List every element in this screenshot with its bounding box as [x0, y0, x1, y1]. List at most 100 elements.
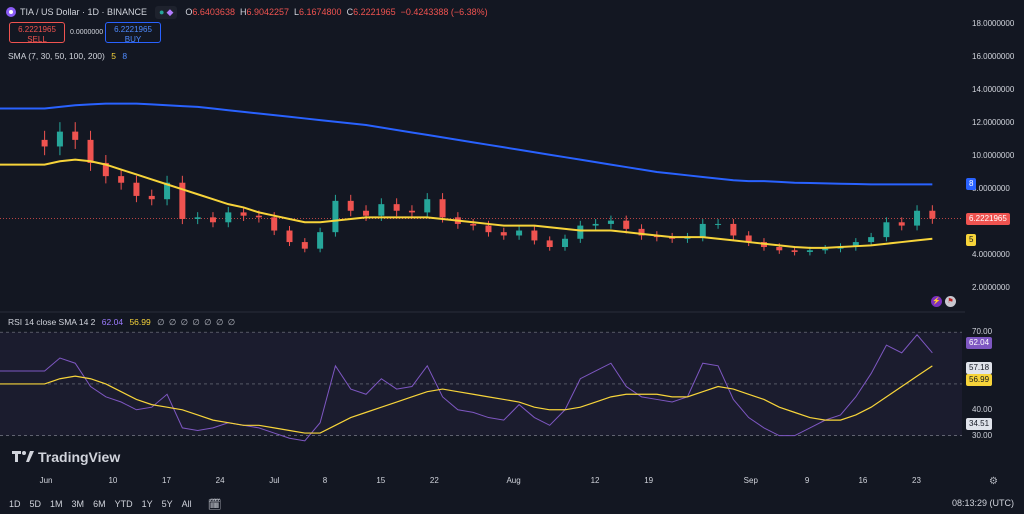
sma-blue-tag: 8: [966, 178, 977, 191]
candle-body[interactable]: [56, 131, 63, 147]
rsi-legend-extra: ∅ ∅ ∅ ∅ ∅ ∅ ∅: [157, 317, 237, 327]
candle-body[interactable]: [133, 182, 140, 196]
timeframe-3m[interactable]: 3M: [71, 499, 85, 509]
clock[interactable]: 08:13:29 (UTC): [951, 498, 1014, 508]
candle-body[interactable]: [898, 222, 905, 226]
candle-body[interactable]: [148, 195, 155, 200]
timeframe-5y[interactable]: 5Y: [161, 499, 173, 509]
sell-button[interactable]: 6.2221965 SELL: [9, 22, 65, 44]
candle-body[interactable]: [255, 215, 262, 218]
candle-body[interactable]: [806, 250, 813, 252]
price-axis-label: 8.0000000: [972, 184, 1010, 194]
candle-body[interactable]: [852, 242, 859, 248]
tradingview-logo-text: TradingView: [38, 449, 121, 465]
settings-gear-icon[interactable]: ⚙: [989, 476, 998, 487]
timeframe-1m[interactable]: 1M: [50, 499, 63, 509]
price-axis-label: 10.0000000: [972, 151, 1015, 161]
symbol-title[interactable]: TIA / US Dollar · 1D · BINANCE: [20, 7, 148, 17]
candle-body[interactable]: [531, 230, 538, 241]
candle-body[interactable]: [393, 204, 400, 211]
candle-body[interactable]: [730, 223, 737, 236]
candle-body[interactable]: [638, 228, 645, 236]
rsi-axis-label: 40.00: [972, 404, 993, 414]
candle-body[interactable]: [929, 210, 936, 219]
candle-body[interactable]: [378, 204, 385, 216]
candle-body[interactable]: [87, 139, 94, 163]
timeframe-6m[interactable]: 6M: [93, 499, 106, 509]
timeframe-ytd[interactable]: YTD: [114, 499, 133, 509]
candle-body[interactable]: [424, 199, 431, 213]
candle-body[interactable]: [914, 210, 921, 226]
timeframe-all[interactable]: All: [181, 499, 192, 509]
candle-body[interactable]: [776, 247, 783, 251]
candle-body[interactable]: [868, 237, 875, 243]
candle-body[interactable]: [577, 225, 584, 239]
candle-body[interactable]: [72, 131, 79, 140]
candle-body[interactable]: [715, 223, 722, 225]
candle-body[interactable]: [883, 222, 890, 238]
candle-body[interactable]: [699, 223, 706, 238]
symbol-logo-icon: [6, 7, 16, 17]
candle-body[interactable]: [332, 200, 339, 233]
candle-body[interactable]: [408, 210, 415, 213]
sma-line-5[interactable]: [0, 158, 933, 249]
rsi-legend[interactable]: RSI 14 close SMA 14 2 62.04 56.99 ∅ ∅ ∅ …: [8, 317, 236, 328]
time-axis-label: Aug: [506, 476, 521, 485]
candle-body[interactable]: [225, 212, 232, 223]
candle-body[interactable]: [470, 223, 477, 226]
tradingview-logo-icon: [12, 451, 34, 462]
sma-line-8[interactable]: [0, 102, 933, 186]
candle-body[interactable]: [485, 225, 492, 233]
rsi-line[interactable]: [0, 333, 933, 442]
alert-icons[interactable]: ⚡ ⚑: [931, 296, 956, 307]
candle-body[interactable]: [240, 212, 247, 216]
time-axis-label: Jul: [269, 476, 280, 485]
candle-body[interactable]: [516, 230, 523, 236]
sma-legend[interactable]: SMA (7, 30, 50, 100, 200) 5 8: [8, 51, 127, 61]
sma-yellow-tag: 5: [966, 234, 977, 247]
timeframe-5d[interactable]: 5D: [29, 499, 42, 509]
lightning-icon[interactable]: ⚡: [931, 296, 942, 307]
candle-body[interactable]: [271, 217, 278, 231]
candle-body[interactable]: [791, 250, 798, 252]
timeframe-1y[interactable]: 1Y: [141, 499, 153, 509]
candle-body[interactable]: [439, 199, 446, 218]
candle-body[interactable]: [41, 139, 48, 147]
candle-body[interactable]: [317, 232, 324, 249]
price-axis-label: 14.0000000: [972, 85, 1015, 95]
rsi-ma-line[interactable]: [0, 365, 933, 434]
buy-price: 6.2221965: [114, 25, 152, 34]
candle-body[interactable]: [301, 242, 308, 249]
candle-body[interactable]: [118, 176, 125, 183]
candle-body[interactable]: [500, 232, 507, 236]
candle-body[interactable]: [179, 182, 186, 219]
date-range-icon[interactable]: 🗓: [207, 498, 222, 511]
candle-body[interactable]: [194, 217, 201, 219]
ohlc-close: C6.2221965: [346, 7, 396, 17]
candle-body[interactable]: [363, 210, 370, 216]
flag-icon[interactable]: ⚑: [945, 296, 956, 307]
candle-body[interactable]: [745, 235, 752, 243]
candle-body[interactable]: [164, 182, 171, 200]
candle-body[interactable]: [102, 162, 109, 177]
candle-body[interactable]: [546, 240, 553, 248]
candle-body[interactable]: [607, 220, 614, 224]
tradingview-logo: TradingView: [12, 449, 120, 465]
candle-body[interactable]: [623, 220, 630, 229]
rsi-57-tag: 57.18: [966, 362, 993, 375]
replay-icon: ◆: [166, 6, 174, 17]
candle-body[interactable]: [209, 217, 216, 223]
rsi-axis-label: 70.00: [972, 327, 993, 337]
candle-body[interactable]: [347, 200, 354, 211]
candle-body[interactable]: [592, 223, 599, 226]
candle-body[interactable]: [286, 230, 293, 243]
buy-button[interactable]: 6.2221965 BUY: [105, 22, 161, 44]
candle-body[interactable]: [822, 248, 829, 251]
price-axis-label: 16.0000000: [972, 52, 1015, 62]
candle-body[interactable]: [562, 238, 569, 248]
market-status-chip[interactable]: ● ◆: [155, 5, 178, 19]
time-axis-label: 22: [429, 476, 439, 485]
timeframe-1d[interactable]: 1D: [9, 499, 21, 509]
time-axis-label: 16: [858, 476, 868, 485]
